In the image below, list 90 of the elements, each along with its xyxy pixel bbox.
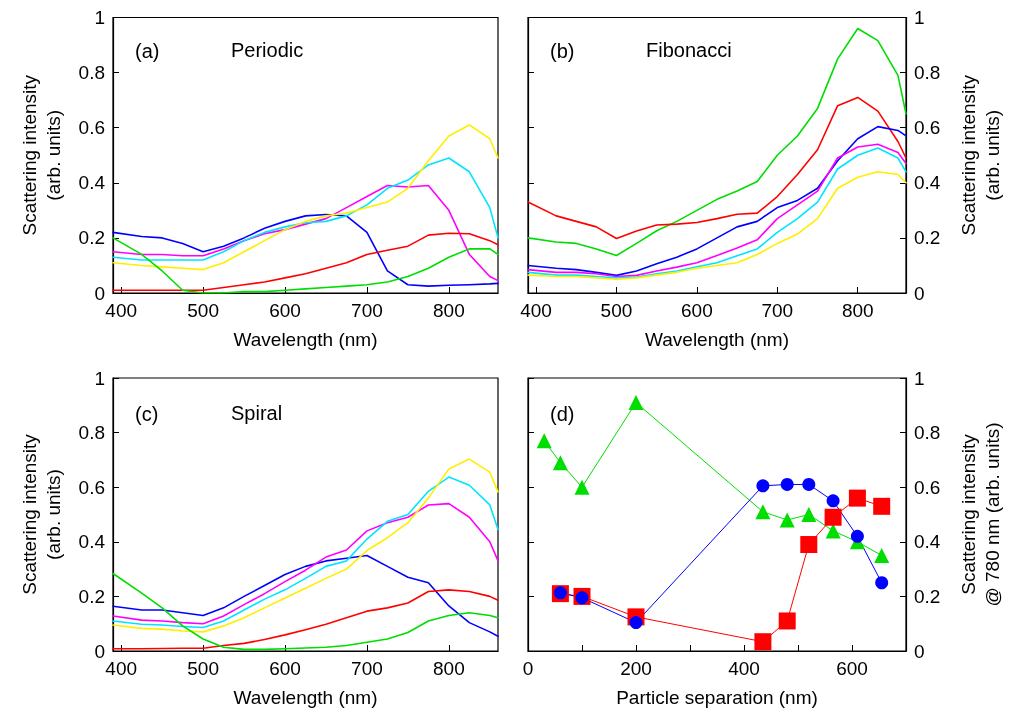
y2-axis-title: Scattering intensity (arb. units) <box>957 74 1003 236</box>
point <box>575 591 589 605</box>
point <box>629 616 643 630</box>
point <box>536 433 552 449</box>
x-tick-label: 600 <box>269 658 301 679</box>
x-tick-label: 500 <box>187 300 219 321</box>
point <box>780 477 794 491</box>
annotation: (a) <box>135 40 160 62</box>
point <box>552 455 568 471</box>
point <box>754 633 772 651</box>
y-tick-label: 0.2 <box>78 585 105 607</box>
y2-tick-label: 0.6 <box>914 476 941 498</box>
x-tick-label: 0 <box>522 658 534 679</box>
y-tick-label: 0.8 <box>78 62 105 84</box>
line-series <box>112 502 499 625</box>
x-tick-label: 500 <box>187 658 219 679</box>
y2-axis-title: Scattering intensity @ 780 nm (arb. units) <box>957 422 1003 607</box>
x-tick-label: 700 <box>351 658 383 679</box>
y-tick-label: 0.2 <box>78 227 105 249</box>
y2-tick-label: 0.4 <box>914 172 941 194</box>
point <box>875 576 889 590</box>
y2-tick-label: 0.2 <box>914 227 941 249</box>
annotation: (c) <box>135 403 159 425</box>
y-axis-title: Scattering intensity (arb. units) <box>18 433 64 595</box>
point <box>802 477 816 491</box>
line-series <box>112 157 499 261</box>
x-tick-label: 600 <box>836 658 868 679</box>
x-axis-title: Wavelength (nm) <box>233 686 378 708</box>
x-tick-label: 800 <box>433 658 465 679</box>
point <box>848 489 866 507</box>
x-tick-label: 700 <box>351 300 383 321</box>
line-series <box>527 96 907 240</box>
x-tick-label: 800 <box>433 300 465 321</box>
point <box>756 479 770 493</box>
x-axis-title: Wavelength (nm) <box>233 328 378 350</box>
x-tick-label: 700 <box>761 300 794 321</box>
x-tick-label: 400 <box>105 300 138 321</box>
y2-tick-label: 0.2 <box>914 585 941 607</box>
y2-tick-label: 0.8 <box>914 62 941 84</box>
y-tick-label: 0.4 <box>78 172 106 194</box>
point <box>826 494 840 508</box>
line-series <box>527 170 907 281</box>
point <box>779 512 795 528</box>
x-tick-label: 200 <box>620 658 652 679</box>
line-series <box>112 213 499 287</box>
text: Periodic <box>231 39 304 61</box>
x-axis-title: Particle separation (nm) <box>616 686 818 708</box>
point <box>628 395 644 411</box>
y2-tick-label: 1 <box>914 7 925 28</box>
x-tick-label: 800 <box>841 300 874 321</box>
y2-tick-label: 0.8 <box>914 422 941 444</box>
y-tick-label: 0 <box>94 282 105 304</box>
y-tick-label: 1 <box>94 367 105 389</box>
line-series <box>527 27 907 257</box>
x-tick-label: 400 <box>728 658 760 679</box>
point <box>824 508 842 526</box>
y-tick-label: 0.4 <box>78 531 106 553</box>
text: Fibonacci <box>646 39 732 61</box>
point <box>778 612 796 630</box>
y-tick-label: 0 <box>94 640 105 662</box>
annotation: (d) <box>550 403 575 425</box>
y2-tick-label: 0.4 <box>914 531 941 553</box>
point <box>850 529 864 543</box>
x-tick-label: 400 <box>105 658 138 679</box>
line-series <box>112 554 499 638</box>
y2-tick-label: 0 <box>914 640 925 662</box>
text: Spiral <box>231 402 283 424</box>
point <box>874 547 890 563</box>
y-tick-label: 0.6 <box>78 117 105 139</box>
point <box>800 536 818 554</box>
x-tick-label: 600 <box>681 300 713 321</box>
x-axis-title: Wavelength (nm) <box>645 328 789 350</box>
y-tick-label: 0.6 <box>78 476 105 498</box>
point <box>755 504 771 520</box>
x-tick-label: 400 <box>520 300 552 321</box>
y-axis-title: Scattering intensity (arb. units) <box>18 74 64 236</box>
point <box>801 507 817 522</box>
line-series <box>112 124 499 271</box>
annotation: (b) <box>550 40 575 62</box>
line-series <box>112 184 499 282</box>
x-tick-label: 500 <box>600 300 633 321</box>
x-tick-label: 600 <box>269 300 301 321</box>
point <box>825 523 841 539</box>
y2-tick-label: 0.6 <box>914 117 941 139</box>
y-tick-label: 1 <box>94 7 105 28</box>
y2-tick-label: 0 <box>914 282 925 304</box>
y-tick-label: 0.8 <box>78 422 105 444</box>
y2-tick-label: 1 <box>914 367 925 389</box>
point <box>873 497 891 515</box>
point <box>574 479 590 495</box>
